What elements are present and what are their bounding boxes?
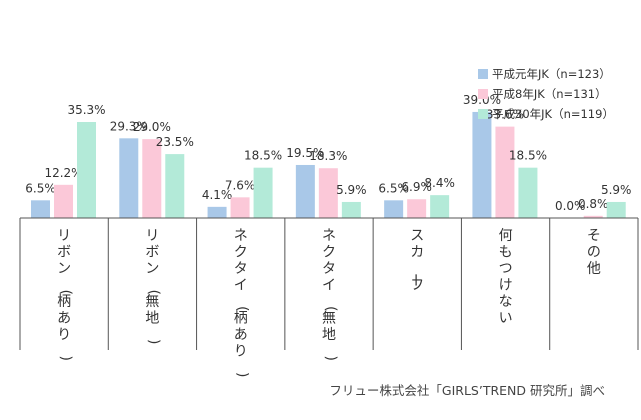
bar-4-series-2: [318, 168, 338, 218]
bar-4-series-3: [341, 201, 361, 218]
data-label-6-series-1: 39.0%: [463, 93, 501, 107]
data-label-1-series-3: 35.3%: [67, 103, 105, 117]
data-label-6-series-2: 33.6%: [486, 108, 524, 122]
bar-2-series-3: [165, 154, 185, 218]
bar-2-series-2: [142, 139, 162, 218]
data-label-7-series-1: 0.0%: [555, 199, 586, 213]
category-label-7: その他: [587, 228, 601, 277]
data-label-4-series-1: 19.5%: [286, 146, 324, 160]
category-label-6: 何もつけない: [499, 228, 513, 327]
data-label-3-series-1: 4.1%: [202, 188, 233, 202]
data-label-2-series-1: 29.3%: [110, 119, 148, 133]
data-label-3-series-3: 18.5%: [244, 149, 282, 163]
category-label-2: リボン(無地): [145, 228, 161, 344]
data-label-5-series-2: 6.9%: [401, 180, 432, 194]
bar-5-series-3: [430, 195, 450, 218]
data-label-4-series-3: 5.9%: [336, 183, 367, 197]
bar-5-series-1: [384, 200, 404, 218]
bar-6-series-2: [495, 126, 515, 218]
bar-3-series-3: [253, 167, 273, 218]
bar-1-series-2: [54, 184, 73, 218]
legend: 平成元年JK（n=123） 平成8年JK（n=131） 平成30年JK（n=11…: [478, 64, 614, 124]
data-label-1-series-1: 6.5%: [25, 181, 56, 195]
data-label-5-series-3: 8.4%: [424, 176, 455, 190]
bar-3-series-2: [230, 197, 250, 218]
data-label-6-series-3: 18.5%: [509, 149, 547, 163]
category-label-5: スカーフ: [406, 228, 424, 294]
legend-item-series-1: 平成元年JK（n=123）: [478, 64, 614, 84]
data-label-7-series-3: 5.9%: [601, 183, 632, 197]
legend-item-series-3: 平成30年JK（n=119）: [478, 104, 614, 124]
data-label-2-series-3: 23.5%: [156, 135, 194, 149]
bar-4-series-1: [295, 164, 315, 218]
legend-swatch-series-2: [478, 89, 488, 99]
bar-5-series-2: [407, 199, 427, 218]
data-label-3-series-2: 7.6%: [225, 178, 256, 192]
legend-label-series-3: 平成30年JK（n=119）: [492, 107, 614, 121]
legend-item-series-2: 平成8年JK（n=131）: [478, 84, 614, 104]
legend-swatch-series-1: [478, 69, 488, 79]
legend-swatch-series-3: [478, 109, 488, 119]
bar-3-series-1: [207, 206, 227, 218]
bar-1-series-3: [77, 122, 96, 218]
category-label-4: ネクタイ(無地): [322, 228, 338, 361]
bar-6-series-3: [518, 167, 538, 218]
bar-2-series-1: [119, 138, 139, 218]
legend-label-series-1: 平成元年JK（n=123）: [492, 67, 611, 81]
data-label-5-series-1: 6.5%: [378, 181, 409, 195]
category-label-1: リボン(柄あり): [57, 228, 73, 361]
bar-6-series-1: [472, 111, 492, 218]
legend-label-series-2: 平成8年JK（n=131）: [492, 87, 607, 101]
bar-7-series-3: [606, 201, 626, 218]
bar-7-series-2: [583, 215, 603, 218]
data-label-2-series-2: 29.0%: [133, 120, 171, 134]
data-label-7-series-2: 0.8%: [578, 197, 609, 211]
category-label-3: ネクタイ(柄あり): [234, 228, 250, 377]
bar-1-series-1: [31, 200, 50, 218]
source-note: フリュー株式会社「GIRLS’TREND 研究所」調べ: [329, 383, 605, 398]
data-label-4-series-2: 18.3%: [309, 149, 347, 163]
data-label-1-series-2: 12.2%: [44, 166, 82, 180]
